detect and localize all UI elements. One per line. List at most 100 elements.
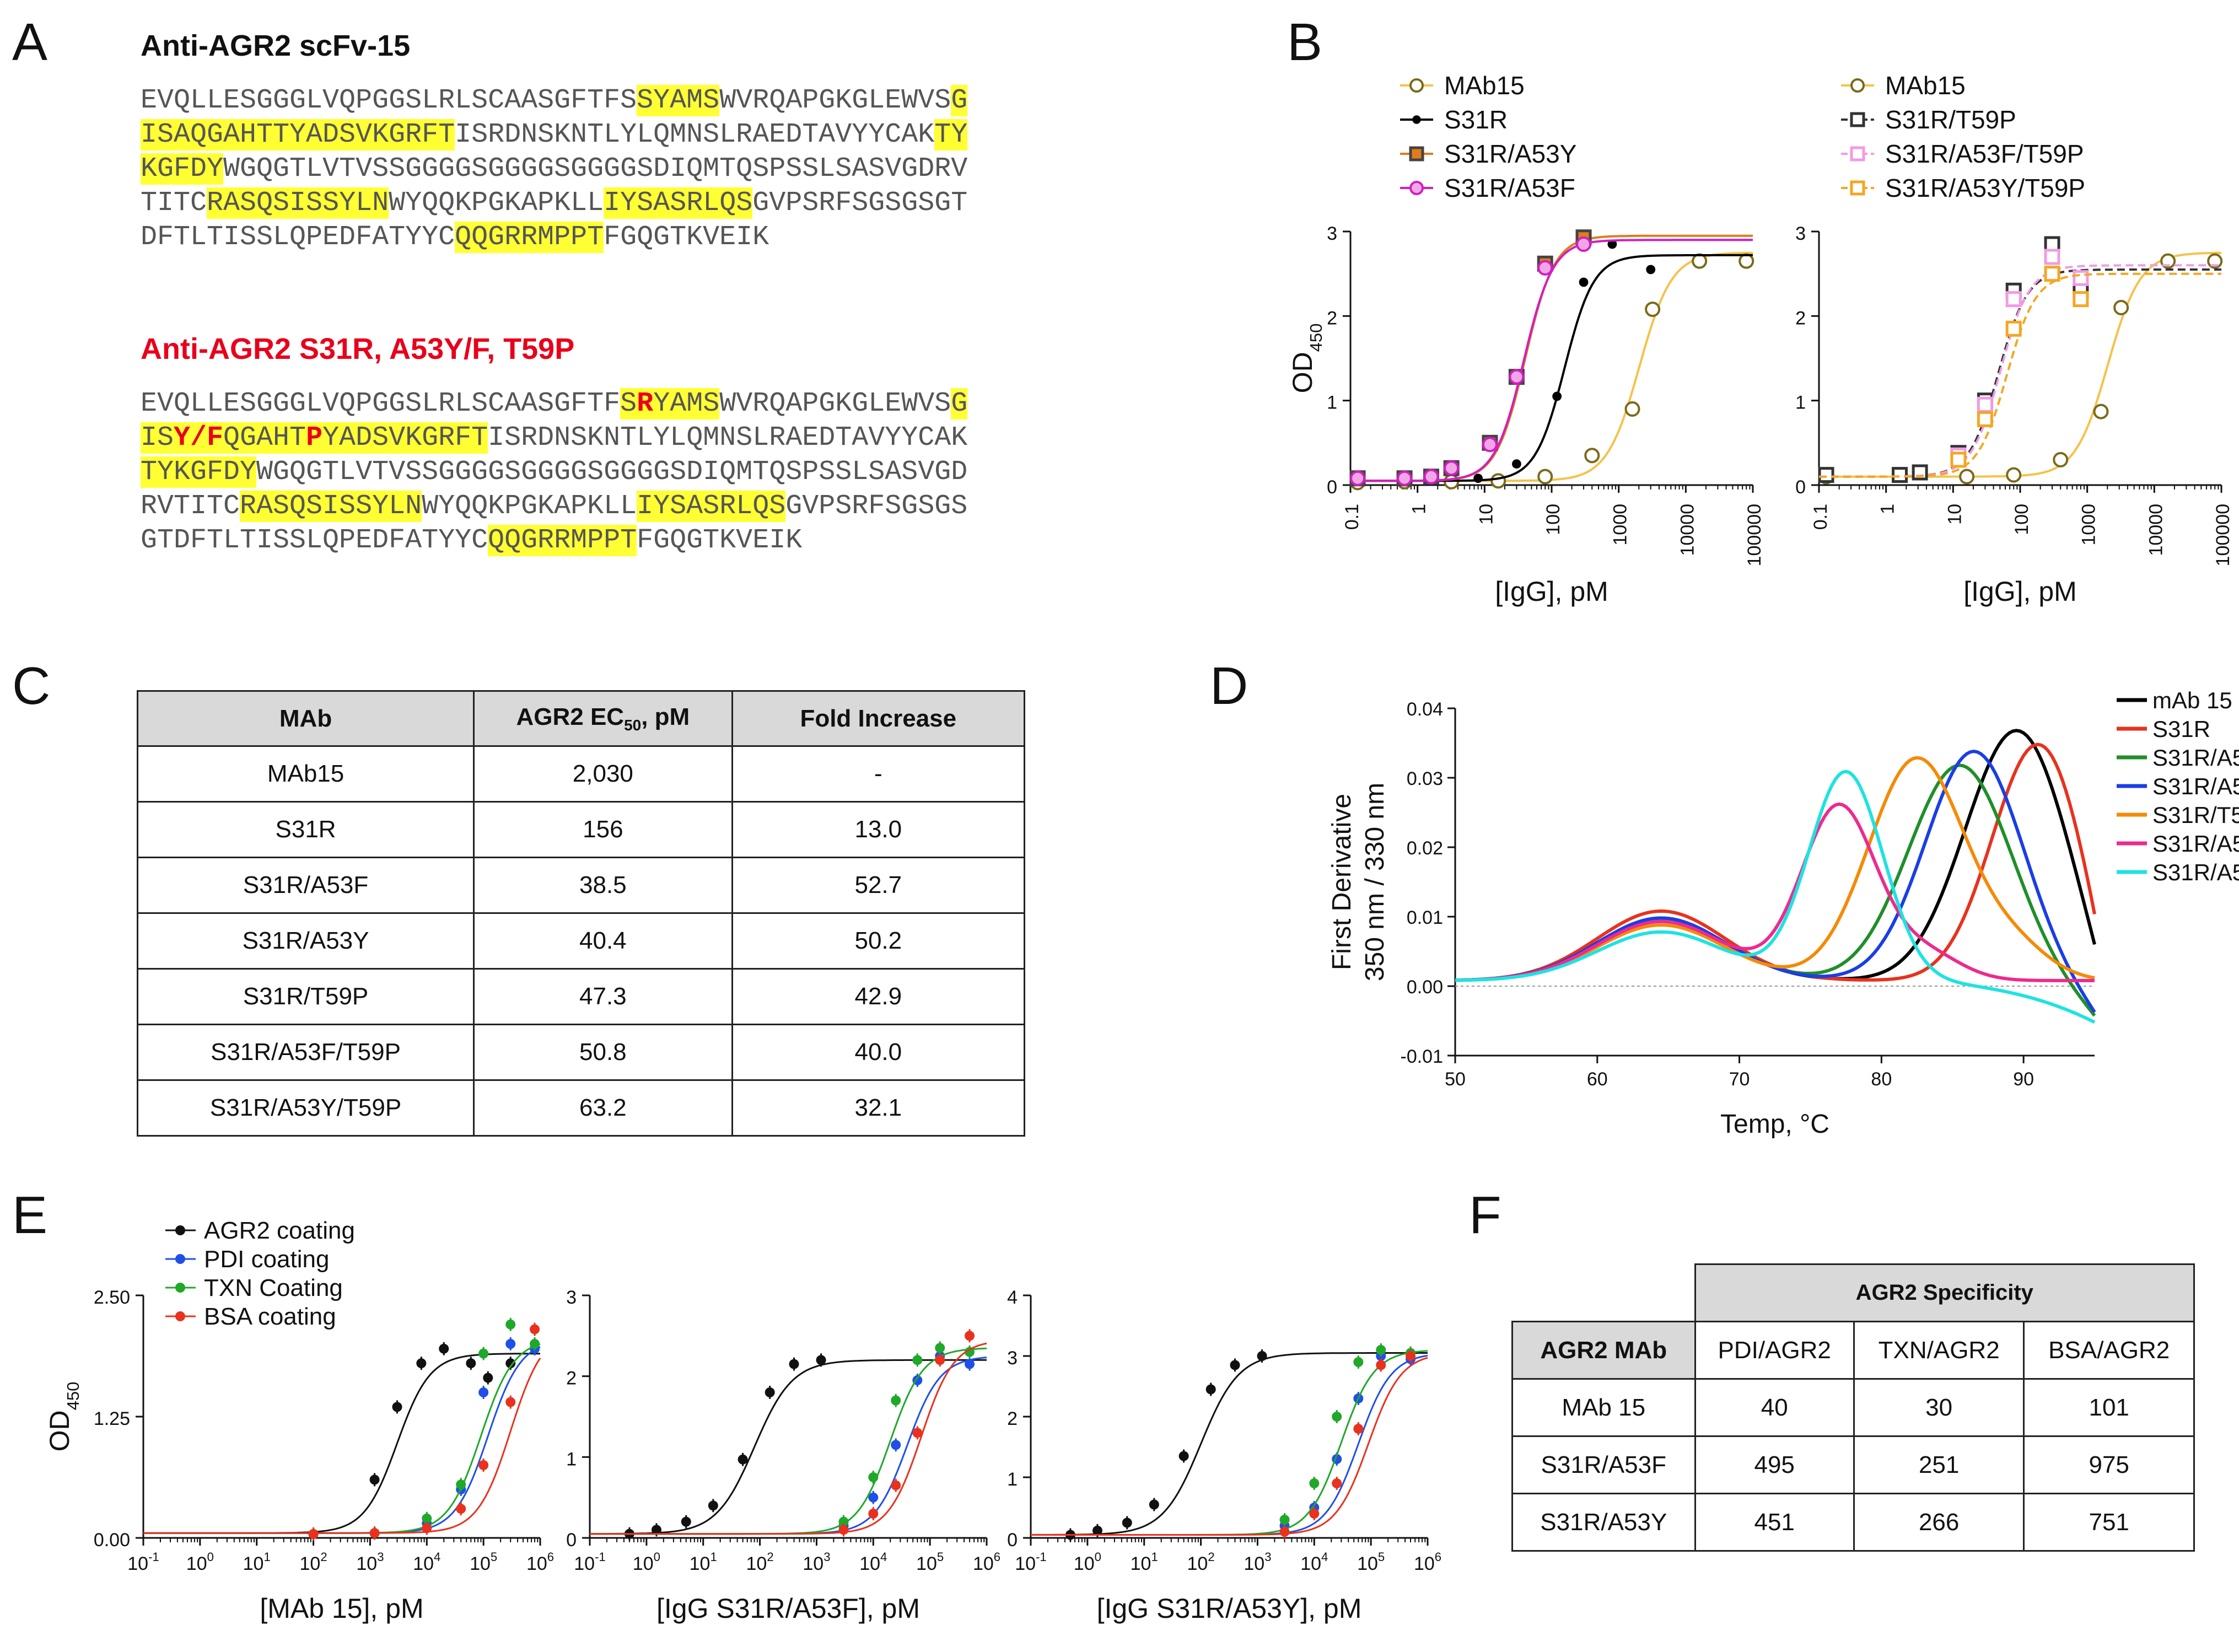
legend-label: MAb15 bbox=[1885, 71, 1966, 100]
data-point bbox=[1579, 277, 1589, 287]
x-tick-label: 10 bbox=[1476, 504, 1497, 525]
data-point bbox=[1309, 1478, 1320, 1488]
cdr-segment: IYSASRLQS bbox=[604, 187, 753, 219]
data-point bbox=[965, 1359, 975, 1369]
x-tick-exponent: -1 bbox=[148, 1550, 159, 1564]
data-point bbox=[2006, 467, 2022, 483]
data-point bbox=[2044, 266, 2060, 282]
data-point bbox=[789, 1359, 799, 1369]
data-point bbox=[439, 1343, 449, 1354]
y-tick-label: 0 bbox=[1007, 1530, 1018, 1551]
legend-label: PDI coating bbox=[204, 1246, 329, 1273]
legend-label: S31R/A53F/T59P bbox=[1885, 139, 2084, 168]
sequence-title-mutant: Anti-AGR2 S31R, A53Y/F, T59P bbox=[141, 332, 575, 365]
data-point bbox=[681, 1516, 691, 1527]
x-tick-label: 10-1 bbox=[1015, 1550, 1046, 1574]
legend-item: S31R bbox=[1400, 105, 1508, 134]
x-tick-label: 1 bbox=[1409, 504, 1430, 514]
framework-segment: ISRDNSKNTLYLQMNSLRAEDTAVYYCAK bbox=[455, 119, 935, 150]
data-point bbox=[1332, 1478, 1342, 1488]
data-point bbox=[935, 1355, 945, 1365]
legend-item: S31R/A53F/T59P bbox=[1841, 139, 2084, 168]
y-tick-label: -0.01 bbox=[1401, 1046, 1444, 1067]
fit-curve bbox=[590, 1342, 987, 1535]
x-tick-label: 80 bbox=[1871, 1069, 1892, 1090]
cdr-segment: S bbox=[620, 388, 637, 419]
data-point bbox=[912, 1355, 923, 1365]
y-tick-label: 4 bbox=[1007, 1287, 1018, 1308]
x-tick-exponent: 0 bbox=[1095, 1550, 1101, 1564]
x-axis-label: [MAb 15], pM bbox=[260, 1593, 423, 1624]
x-axis-label: [IgG], pM bbox=[1495, 576, 1608, 607]
data-point bbox=[483, 1373, 493, 1383]
y-tick-label: 0.01 bbox=[1407, 907, 1443, 928]
legend-label: S31R/A53Y bbox=[1444, 139, 1576, 168]
table-cell: 751 bbox=[2023, 1493, 2195, 1552]
y-tick-label: 1 bbox=[1795, 392, 1806, 413]
x-tick-exponent: 4 bbox=[880, 1550, 887, 1564]
x-tick-base: 10 bbox=[1074, 1553, 1095, 1574]
x-tick-exponent: 3 bbox=[377, 1550, 384, 1564]
framework-segment: ISRDNSKNTLYLQMNSLRAEDTAVYYCAK bbox=[488, 422, 968, 454]
data-point bbox=[505, 1319, 516, 1330]
data-point bbox=[1511, 459, 1521, 469]
data-point bbox=[891, 1395, 901, 1406]
y-axis-label: First Derivative bbox=[1327, 794, 1357, 970]
y-tick-label: 0.00 bbox=[1407, 977, 1443, 998]
data-point bbox=[369, 1475, 380, 1485]
data-point bbox=[530, 1339, 540, 1349]
cdr-segment: G bbox=[951, 85, 968, 116]
data-point bbox=[1912, 464, 1928, 481]
legend-marker bbox=[1409, 78, 1424, 93]
x-tick-exponent: 4 bbox=[1321, 1550, 1328, 1564]
fit-curve bbox=[590, 1347, 987, 1535]
cdr-segment: RASQSISSYLN bbox=[240, 491, 422, 522]
y-tick-label: 3 bbox=[566, 1287, 577, 1308]
framework-segment: WYQQKPGKAPKLL bbox=[422, 491, 637, 522]
legend-label: S31R/A53F bbox=[2152, 745, 2239, 771]
data-point bbox=[1977, 396, 1993, 413]
y-tick-label: 0 bbox=[1795, 477, 1806, 498]
y-tick-label: 1.25 bbox=[94, 1408, 130, 1429]
x-tick-base: 10 bbox=[1187, 1553, 1208, 1574]
legend-label: TXN Coating bbox=[204, 1274, 343, 1301]
table-row: S31R/A53Y/T59P 63.2 32.1 bbox=[136, 1079, 1026, 1137]
legend-item: MAb15 bbox=[1841, 71, 1966, 100]
table-cell: 52.7 bbox=[731, 857, 1026, 914]
x-tick-label: 0.1 bbox=[1342, 504, 1363, 530]
table-cell: 101 bbox=[2023, 1378, 2195, 1437]
x-tick-label: 10-1 bbox=[574, 1550, 605, 1574]
legend-item: PDI coating bbox=[165, 1246, 329, 1273]
y-tick-label: 1 bbox=[1327, 392, 1337, 413]
x-tick-label: 104 bbox=[1300, 1550, 1328, 1574]
cdr-segment: G bbox=[951, 388, 968, 419]
row-header-cell: MAb15 bbox=[136, 745, 475, 803]
sequence-scfv15: EVQLLESGGGLVQPGGSLRLSCAASGFTFSSYAMSWVRQA… bbox=[141, 84, 967, 255]
data-point bbox=[1950, 451, 1967, 468]
legend-item: S31R/A53Y/T59P bbox=[1841, 174, 2085, 202]
table-row: S31R 156 13.0 bbox=[136, 801, 1026, 858]
x-tick-exponent: -1 bbox=[595, 1550, 606, 1564]
mutation-residue: R bbox=[637, 388, 654, 419]
x-tick-label: 1 bbox=[1877, 504, 1898, 514]
table-cell: 30 bbox=[1853, 1378, 2025, 1437]
legend-marker bbox=[1412, 115, 1421, 124]
row-header-cell: S31R/A53Y bbox=[136, 912, 475, 970]
x-tick-base: 10 bbox=[356, 1553, 377, 1574]
data-point bbox=[1646, 265, 1656, 275]
table-cell: 451 bbox=[1694, 1493, 1855, 1552]
legend-label: mAb 15 bbox=[2152, 687, 2232, 713]
table-cell: 50.8 bbox=[473, 1024, 733, 1081]
cdr-segment: ISAQGAHTTYADSVKGRFT bbox=[141, 119, 455, 150]
y-tick-label: 3 bbox=[1327, 223, 1337, 244]
data-point bbox=[478, 1348, 489, 1359]
data-point bbox=[456, 1504, 466, 1514]
x-tick-label: 101 bbox=[690, 1550, 717, 1574]
y-tick-label: 2 bbox=[1795, 308, 1806, 329]
row-header-cell: S31R/A53Y/T59P bbox=[136, 1079, 475, 1137]
legend-item: S31R/A53F bbox=[1400, 174, 1575, 202]
x-tick-base: 10 bbox=[690, 1553, 711, 1574]
y-tick-label: 0.04 bbox=[1407, 699, 1443, 720]
table-cell: 42.9 bbox=[731, 968, 1026, 1025]
x-tick-label: 10-1 bbox=[127, 1550, 159, 1574]
